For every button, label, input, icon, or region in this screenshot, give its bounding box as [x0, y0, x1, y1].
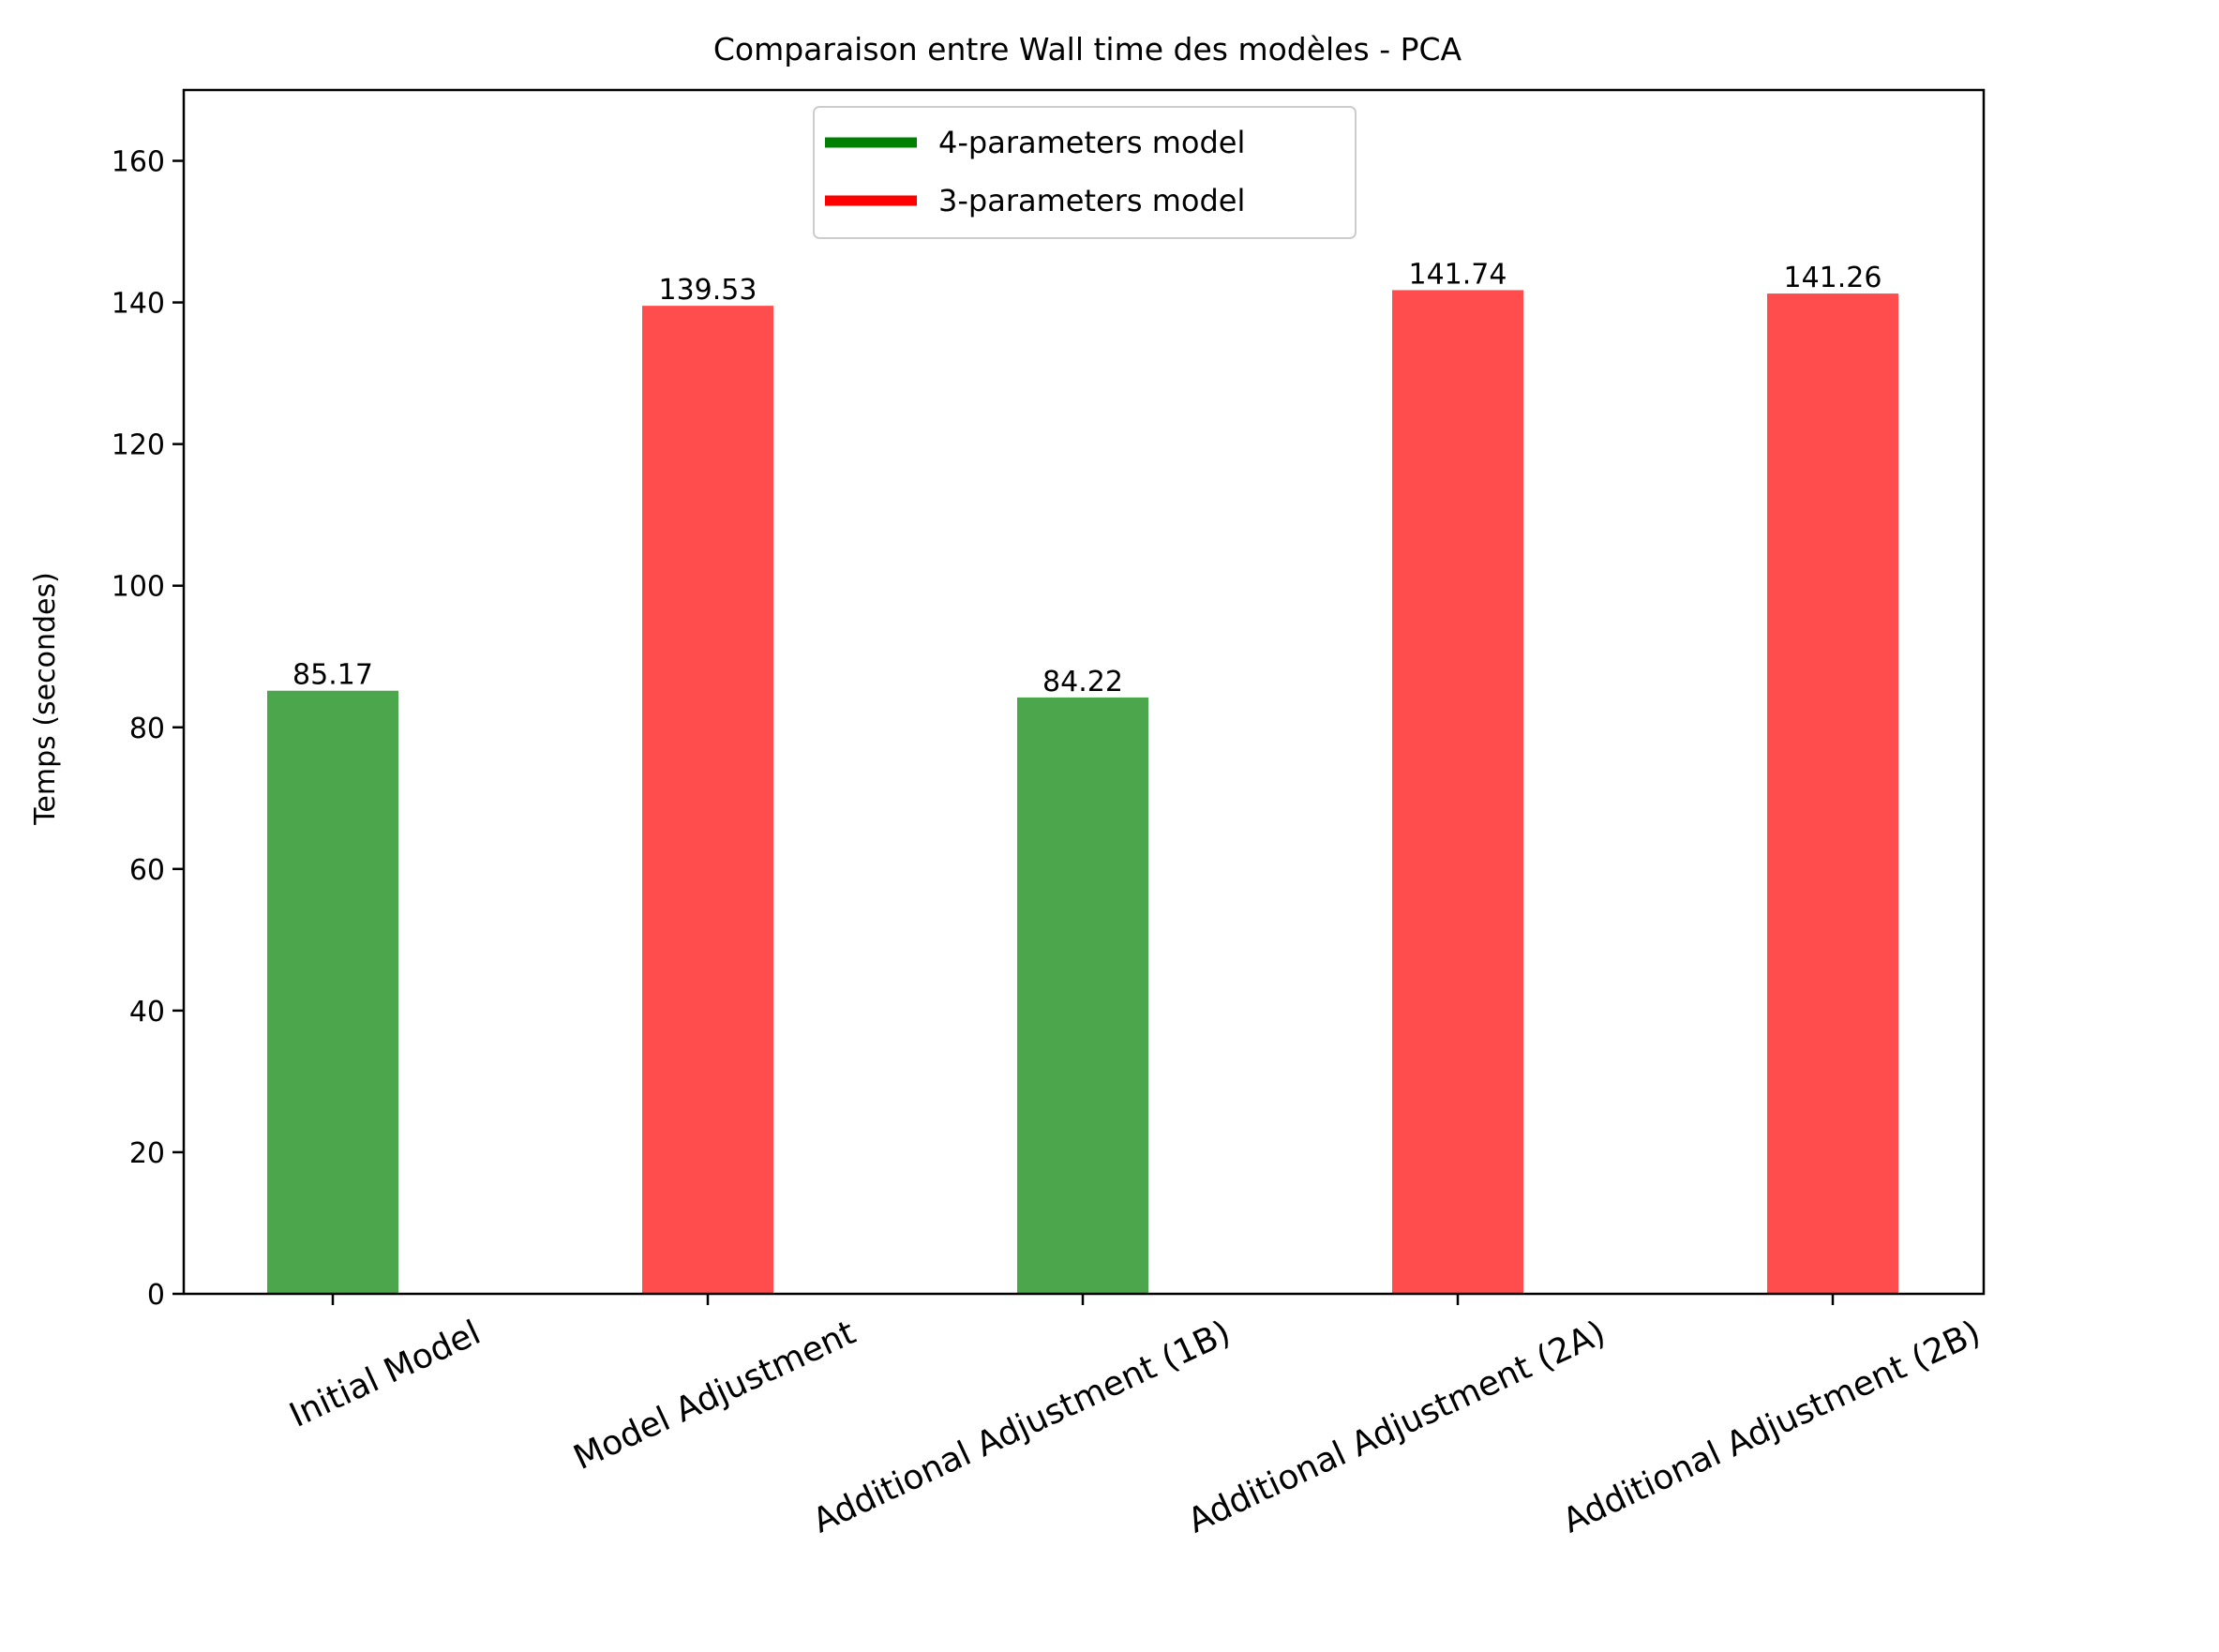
bar-value-label: 139.53 [659, 274, 757, 307]
chart-title: Comparaison entre Wall time des modèles … [713, 31, 1462, 68]
y-tick-label: 160 [112, 146, 165, 179]
legend-label: 3-parameters model [938, 183, 1245, 218]
bar [1392, 290, 1523, 1295]
bars [267, 290, 1898, 1295]
plot-frame [182, 88, 1986, 1296]
value-labels: 85.17 139.53 84.22 141.74 141.26 [292, 258, 1882, 698]
y-axis-label: Temps (secondes) [29, 572, 62, 826]
y-tick-label: 60 [129, 854, 165, 887]
bar-value-label: 85.17 [292, 659, 373, 692]
bar-value-label: 141.74 [1409, 258, 1507, 291]
y-tick-label: 100 [112, 571, 165, 604]
bar-value-label: 84.22 [1042, 666, 1123, 698]
legend: 4-parameters model 3-parameters model [813, 106, 1357, 239]
bar [1767, 293, 1898, 1294]
y-tick-label: 120 [112, 429, 165, 462]
y-tick-label: 140 [112, 288, 165, 321]
y-tick-label: 80 [129, 713, 165, 745]
legend-box [813, 106, 1357, 239]
y-tick-label: 20 [129, 1137, 165, 1170]
bar [1017, 697, 1148, 1294]
y-axis-ticks: 0 20 40 60 80 100 120 140 160 [112, 146, 184, 1312]
legend-label: 4-parameters model [938, 125, 1245, 160]
bar-value-label: 141.26 [1784, 262, 1882, 294]
bar [267, 690, 398, 1294]
y-tick-label: 0 [147, 1279, 165, 1312]
y-tick-label: 40 [129, 996, 165, 1029]
bar [642, 306, 773, 1294]
